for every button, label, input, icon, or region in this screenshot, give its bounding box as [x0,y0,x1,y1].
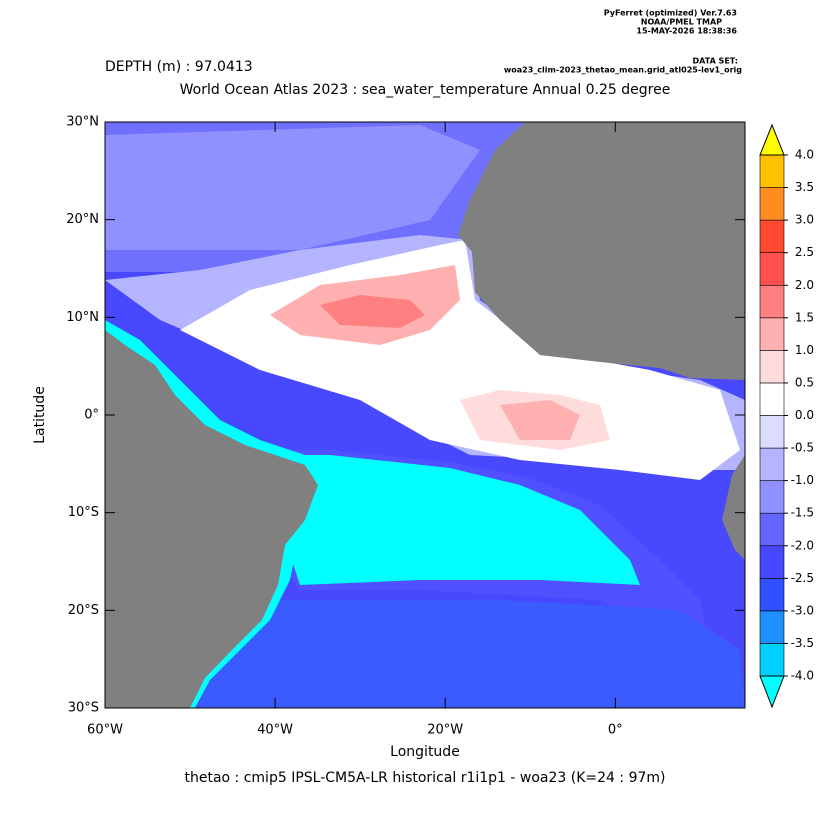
south-blue [200,600,745,708]
colorbar-tick-label: -4.0 [791,669,814,683]
colorbar-tick-label: -2.0 [791,538,814,552]
x-tick-label: 40°W [257,723,293,738]
field [105,122,745,708]
y-tick-label: 20°N [66,212,99,227]
y-tick-label: 30°S [68,701,99,716]
colorbar-bin [759,578,785,612]
colorbar-tick-label: 2.5 [795,245,814,259]
colorbar-bin [759,252,785,286]
y-tick-label: 10°N [66,310,99,325]
colorbar-tick-label: -3.0 [791,603,814,617]
colorbar-bin [759,480,785,514]
depth: DEPTH (m) : 97.0413 [105,59,253,75]
colorbar-under [759,675,785,709]
colorbar-bin [759,545,785,579]
pink-south-core [500,400,580,440]
title: World Ocean Atlas 2023 : sea_water_tempe… [180,82,671,98]
x-tick-label: 60°W [87,723,123,738]
colorbar-bin [759,284,785,319]
red-core [320,295,425,328]
y-axis-label: Latitude [32,386,48,444]
colorbar-tick-label: 1.0 [795,343,814,357]
colorbar-bin [759,154,785,188]
caption: thetao : cmip5 IPSL-CM5A-LR historical r… [185,770,666,786]
africa [458,122,745,380]
north-light [105,125,480,250]
y-tick-label: 0° [84,408,99,423]
cyan-core [245,455,640,585]
x-axis-label: Longitude [390,744,460,760]
x-tick-label: 0° [608,723,623,738]
colorbar-bin [759,447,785,481]
colorbar-tick-label: 4.0 [795,148,814,162]
colorbar-bin [759,350,785,384]
colorbar-tick-label: 1.5 [795,310,814,324]
colorbar-tick-label: -2.5 [791,571,814,585]
colorbar-bin [759,219,785,253]
south-america [105,330,318,708]
x-tick-label: 20°W [427,723,463,738]
timestamp: 15-MAY-2026 18:38:36 [636,27,737,36]
lab: NOAA/PMEL TMAP [641,18,722,27]
colorbar-bin [759,382,785,416]
colorbar-over [759,123,785,156]
colorbar-bin [759,415,785,449]
y-tick-label: 20°S [68,603,99,618]
colorbar-tick-label: 0.5 [795,375,814,389]
dataset: woa23_clim-2023_thetao_mean.grid_atl025-… [504,66,742,75]
colorbar-tick-label: -1.0 [791,473,814,487]
colorbar-bin [759,187,785,221]
colorbar-bin [759,317,785,351]
africa-south [722,455,745,560]
colorbar-bin [759,643,785,677]
colorbar-tick-label: -3.5 [791,636,814,650]
dataset-label: DATA SET: [693,57,738,66]
y-tick-label: 10°S [68,505,99,520]
colorbar-bin [759,610,785,644]
colorbar-tick-label: -0.5 [791,441,814,455]
colorbar-tick-label: 0.0 [795,408,814,422]
program: PyFerret (optimized) Ver.7.63 [604,9,737,18]
colorbar-bin [759,512,785,547]
colorbar-tick-label: 2.0 [795,278,814,292]
colorbar-tick-label: -1.5 [791,506,814,520]
colorbar-tick-label: 3.5 [795,180,814,194]
y-tick-label: 30°N [66,115,99,130]
colorbar-tick-label: 3.0 [795,213,814,227]
